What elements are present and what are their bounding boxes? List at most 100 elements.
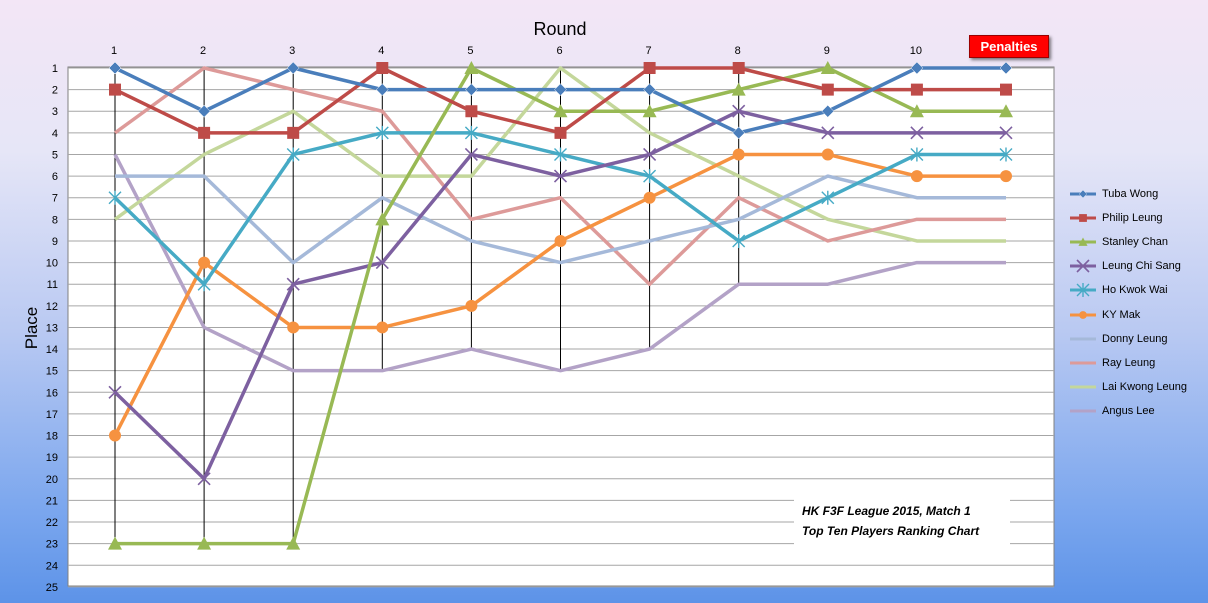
series-ho-kwok-wai <box>108 125 1013 292</box>
data-point <box>820 61 835 74</box>
y-tick-label: 17 <box>46 409 58 421</box>
y-tick-label: 2 <box>52 85 58 97</box>
data-point <box>999 126 1013 140</box>
legend-swatch <box>1070 409 1096 413</box>
legend-item: Stanley Chan <box>1068 230 1187 254</box>
data-point <box>375 125 389 140</box>
data-point <box>108 190 122 205</box>
data-point <box>198 126 211 139</box>
data-point <box>197 104 211 118</box>
y-tick-label: 13 <box>46 322 58 334</box>
data-point <box>643 62 656 74</box>
x-tick-label: 9 <box>824 45 830 57</box>
data-point <box>286 147 300 162</box>
data-point <box>464 125 478 140</box>
data-point <box>554 83 567 96</box>
legend-label: Philip Leung <box>1102 212 1163 225</box>
chart-annotation: HK F3F League 2015, Match 1 Top Ten Play… <box>794 497 1010 545</box>
data-point <box>732 148 745 161</box>
x-tick-label: 7 <box>646 45 652 57</box>
data-point <box>910 170 923 183</box>
data-point <box>197 472 211 486</box>
y-tick-label: 9 <box>52 236 58 248</box>
data-point <box>731 82 746 96</box>
y-tick-label: 3 <box>52 106 58 118</box>
series-lai-kwong-leung <box>113 66 1006 243</box>
legend-label: Stanley Chan <box>1102 236 1169 249</box>
series-tuba-wong <box>108 61 1013 140</box>
data-point <box>643 169 657 184</box>
legend-item: Donny Leung <box>1068 327 1187 351</box>
data-point <box>108 61 122 75</box>
y-axis-ticks: 1234567891011121314151617181920212223242… <box>46 63 58 594</box>
y-tick-label: 8 <box>52 214 58 226</box>
data-point <box>1000 170 1012 183</box>
data-point <box>999 61 1013 75</box>
x-tick-label: 5 <box>467 45 473 57</box>
legend-marker <box>1076 259 1090 273</box>
legend-item: Lai Kwong Leung <box>1068 375 1187 399</box>
data-point <box>287 126 300 139</box>
y-tick-label: 12 <box>46 301 58 313</box>
legend-label: Tuba Wong <box>1102 188 1159 201</box>
x-tick-label: 1 <box>111 45 117 57</box>
y-tick-label: 25 <box>46 582 58 594</box>
legend-swatch <box>1070 283 1096 298</box>
legend-label: Lai Kwong Leung <box>1102 380 1188 393</box>
data-point <box>910 83 923 96</box>
data-point <box>554 234 567 247</box>
data-point <box>376 62 389 74</box>
penalties-button[interactable]: Penalties <box>969 35 1049 58</box>
data-point <box>375 212 390 226</box>
series-ky-mak <box>109 148 1012 442</box>
data-point <box>1000 83 1012 96</box>
y-axis-title: Place <box>22 307 41 350</box>
legend-label: Ray Leung <box>1102 356 1156 369</box>
series-line <box>113 66 1006 243</box>
series-leung-chi-sang <box>108 104 1013 486</box>
data-point <box>732 126 746 140</box>
data-point <box>553 169 568 183</box>
data-point <box>554 126 567 139</box>
data-point <box>108 385 122 399</box>
data-point <box>286 536 301 550</box>
y-tick-label: 19 <box>46 452 58 464</box>
data-point <box>464 147 478 162</box>
x-tick-label: 10 <box>910 45 922 57</box>
y-tick-label: 24 <box>46 560 58 572</box>
data-point <box>286 277 300 291</box>
legend-item: Leung Chi Sang <box>1068 254 1187 278</box>
y-tick-label: 11 <box>47 279 58 291</box>
data-point <box>109 429 121 442</box>
legend-item: Ray Leung <box>1068 351 1187 375</box>
data-point <box>643 83 656 96</box>
y-tick-label: 22 <box>46 517 58 529</box>
data-point <box>643 147 657 162</box>
data-point <box>287 321 300 334</box>
series-philip-leung <box>109 62 1012 139</box>
x-tick-label: 2 <box>200 45 206 57</box>
data-point <box>197 536 212 550</box>
legend-item: Tuba Wong <box>1068 182 1187 206</box>
y-tick-label: 20 <box>46 474 58 486</box>
x-tick-label: 3 <box>289 45 295 57</box>
legend-swatch <box>1070 189 1096 199</box>
y-tick-label: 15 <box>46 366 58 378</box>
legend-swatch <box>1070 214 1096 223</box>
legend-swatch <box>1070 385 1096 389</box>
legend-marker <box>1078 237 1088 247</box>
y-tick-label: 23 <box>46 539 58 551</box>
data-point <box>910 61 924 75</box>
data-point <box>198 256 211 269</box>
series-group <box>108 61 1013 550</box>
data-point <box>465 83 478 96</box>
data-point <box>376 321 389 334</box>
data-point <box>821 83 834 96</box>
annotation-line-2: Top Ten Players Ranking Chart <box>802 524 980 538</box>
data-point <box>821 126 835 140</box>
legend: Tuba Wong Philip Leung Stanley Chan Leung C… <box>1068 182 1187 423</box>
legend-marker <box>1076 283 1090 298</box>
legend-item: Ho Kwok Wai <box>1068 278 1187 302</box>
data-point <box>108 536 122 550</box>
